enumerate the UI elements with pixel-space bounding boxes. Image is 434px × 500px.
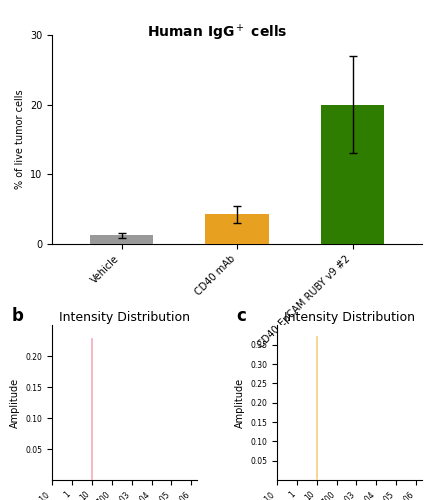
Y-axis label: Amplitude: Amplitude bbox=[234, 378, 244, 428]
Y-axis label: % of live tumor cells: % of live tumor cells bbox=[14, 90, 24, 189]
Bar bbox=[205, 214, 268, 244]
Text: b: b bbox=[12, 307, 23, 325]
Y-axis label: Amplitude: Amplitude bbox=[10, 378, 20, 428]
Bar bbox=[89, 236, 153, 244]
Bar bbox=[320, 104, 384, 244]
Text: Human IgG$^+$ cells: Human IgG$^+$ cells bbox=[147, 22, 287, 43]
Title: Intensity Distribution: Intensity Distribution bbox=[59, 312, 190, 324]
Text: c: c bbox=[236, 307, 246, 325]
Title: Intensity Distribution: Intensity Distribution bbox=[283, 312, 414, 324]
